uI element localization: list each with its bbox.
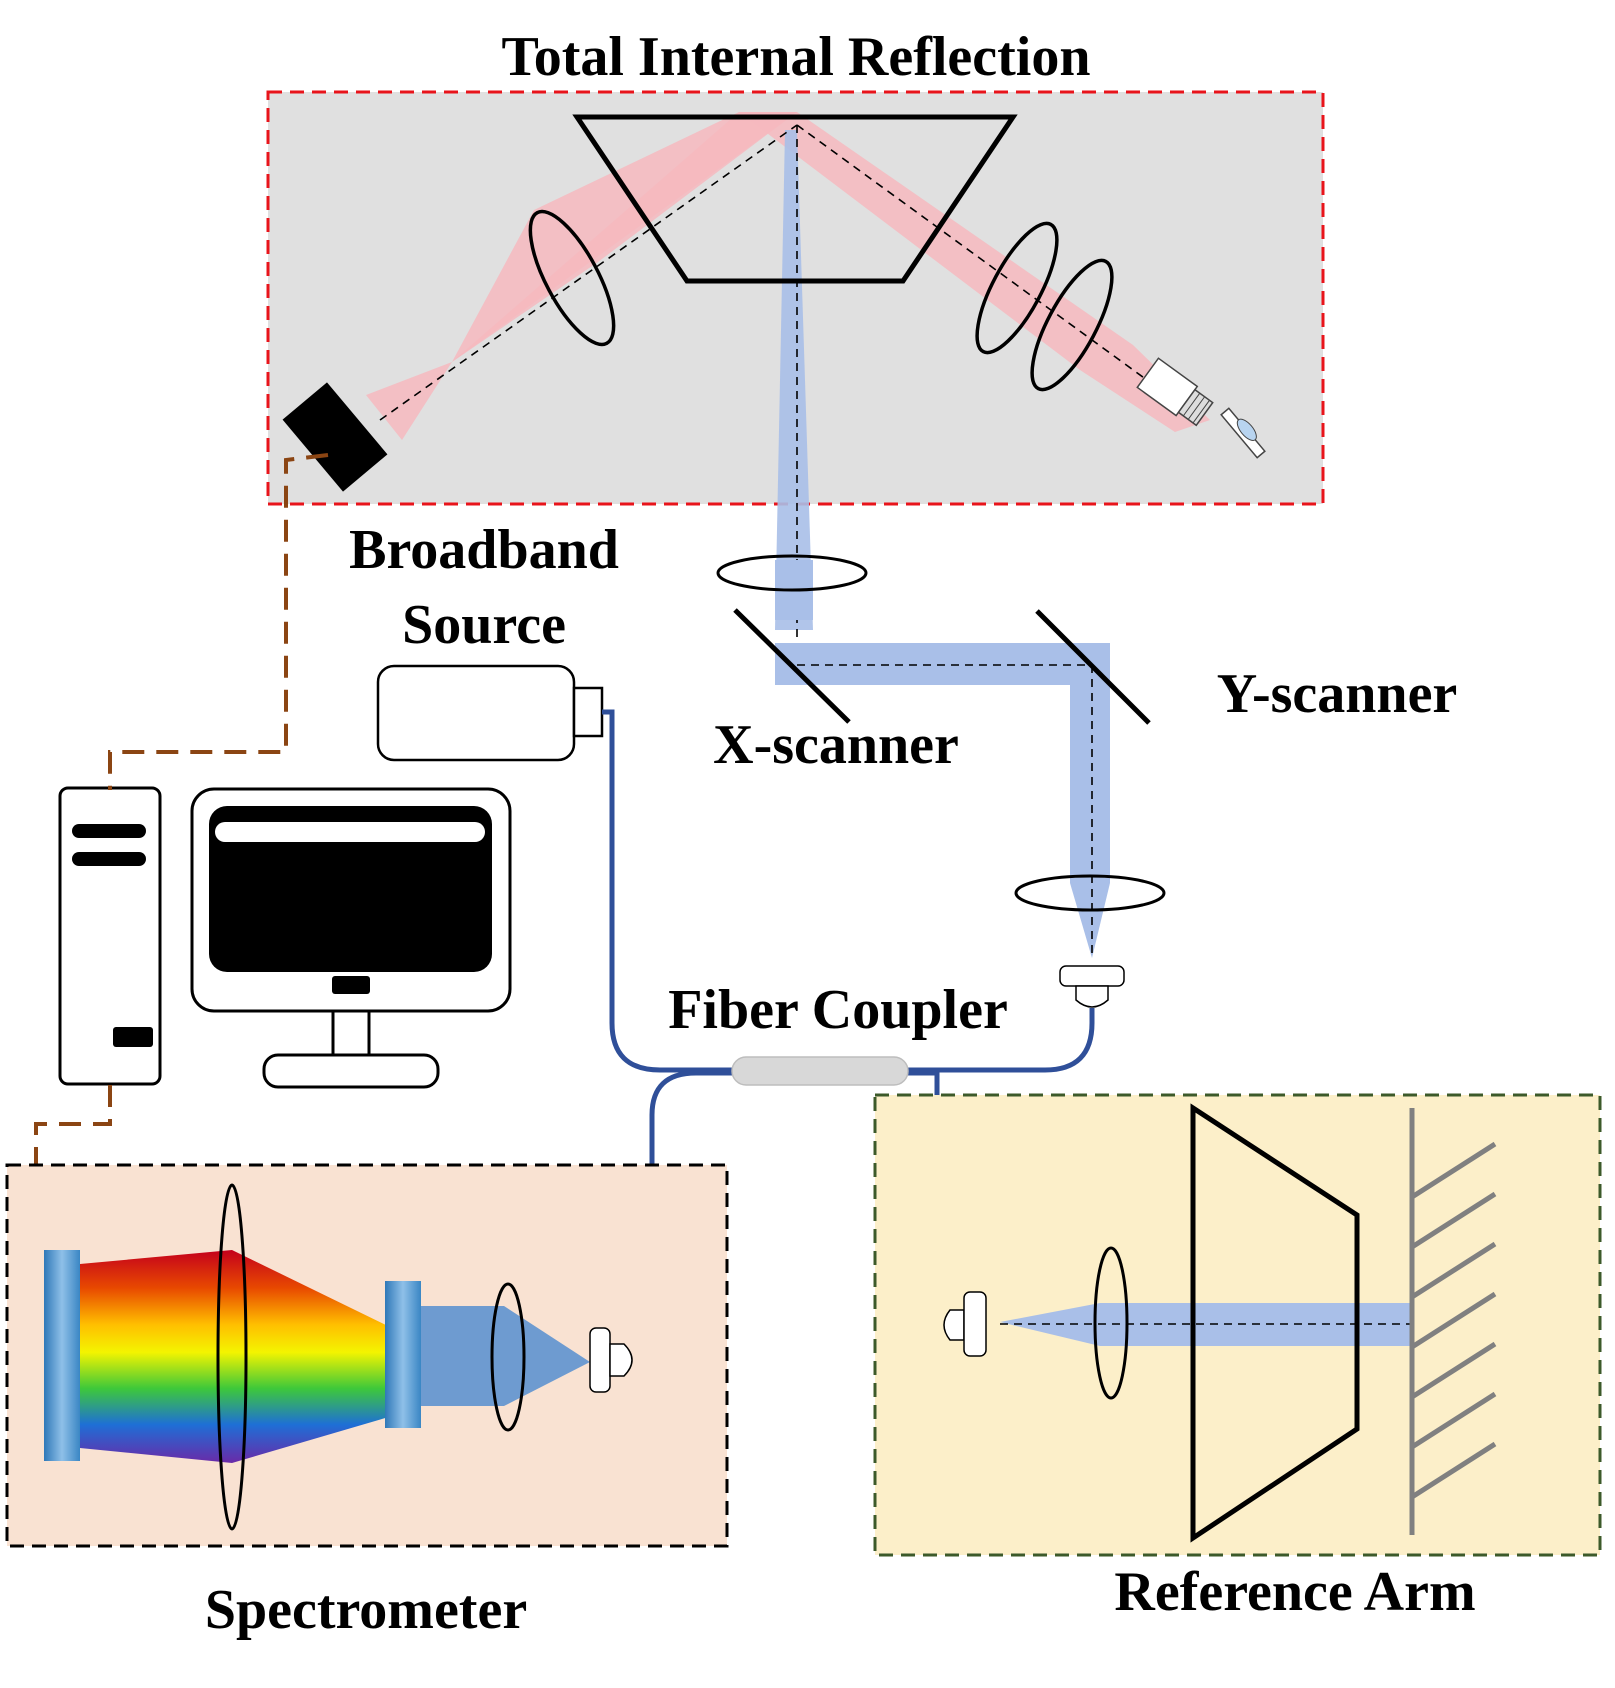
broadband-label-line2: Source [402,594,566,656]
x-scanner-mirror [733,608,851,724]
reference-mirror-icon [1409,1108,1497,1535]
sample-slide-icon [1220,407,1266,459]
dispersed-spectrum [80,1250,392,1463]
broadband-label-line1: Broadband [349,519,619,581]
fiber-coupler [731,1056,909,1086]
y-scanner-mirror [1035,609,1151,725]
reference-arm-module [873,1093,1602,1557]
collimated-beam [421,1306,590,1406]
y-scanner-label: Y-scanner [1217,663,1458,725]
reference-lens [1093,1246,1129,1400]
spectrometer-focus-lens [216,1183,248,1531]
fiber-coupler-label: Fiber Coupler [668,979,1008,1041]
reference-arm-label: Reference Arm [1114,1561,1475,1623]
incident-beam [366,112,797,440]
tir-label: Total Internal Reflection [502,26,1091,88]
focus-lens [1014,874,1166,912]
light-source-block [282,382,388,492]
tir-module [266,90,1325,660]
computer [58,786,512,1089]
sample-collimator-icon [1059,965,1125,1008]
reference-beam [1000,1303,1410,1346]
spectrometer-label: Spectrometer [205,1579,527,1641]
reflected-beam [739,112,1210,432]
dispersion-compensation-prism [1190,1103,1360,1543]
detector-array [44,1250,80,1461]
reference-collimator-icon [943,1291,987,1357]
spectrometer-collimator-icon [589,1327,633,1393]
grating [385,1281,421,1428]
incident-beam-wide [452,112,797,362]
x-scanner-label: X-scanner [713,714,959,776]
tir-lens-right-1 [975,221,1059,355]
spectrometer-module [5,1163,729,1548]
spectrometer-collimating-lens [490,1282,526,1432]
sample-beam-prism [775,130,813,630]
tir-lens-right-2 [1030,258,1114,392]
sample-arm-path [716,554,1166,1008]
tir-lens-left [528,209,616,347]
broadband-source [376,664,604,762]
prism [572,114,1018,284]
scan-lens [716,554,868,592]
objective-icon [1136,357,1214,427]
